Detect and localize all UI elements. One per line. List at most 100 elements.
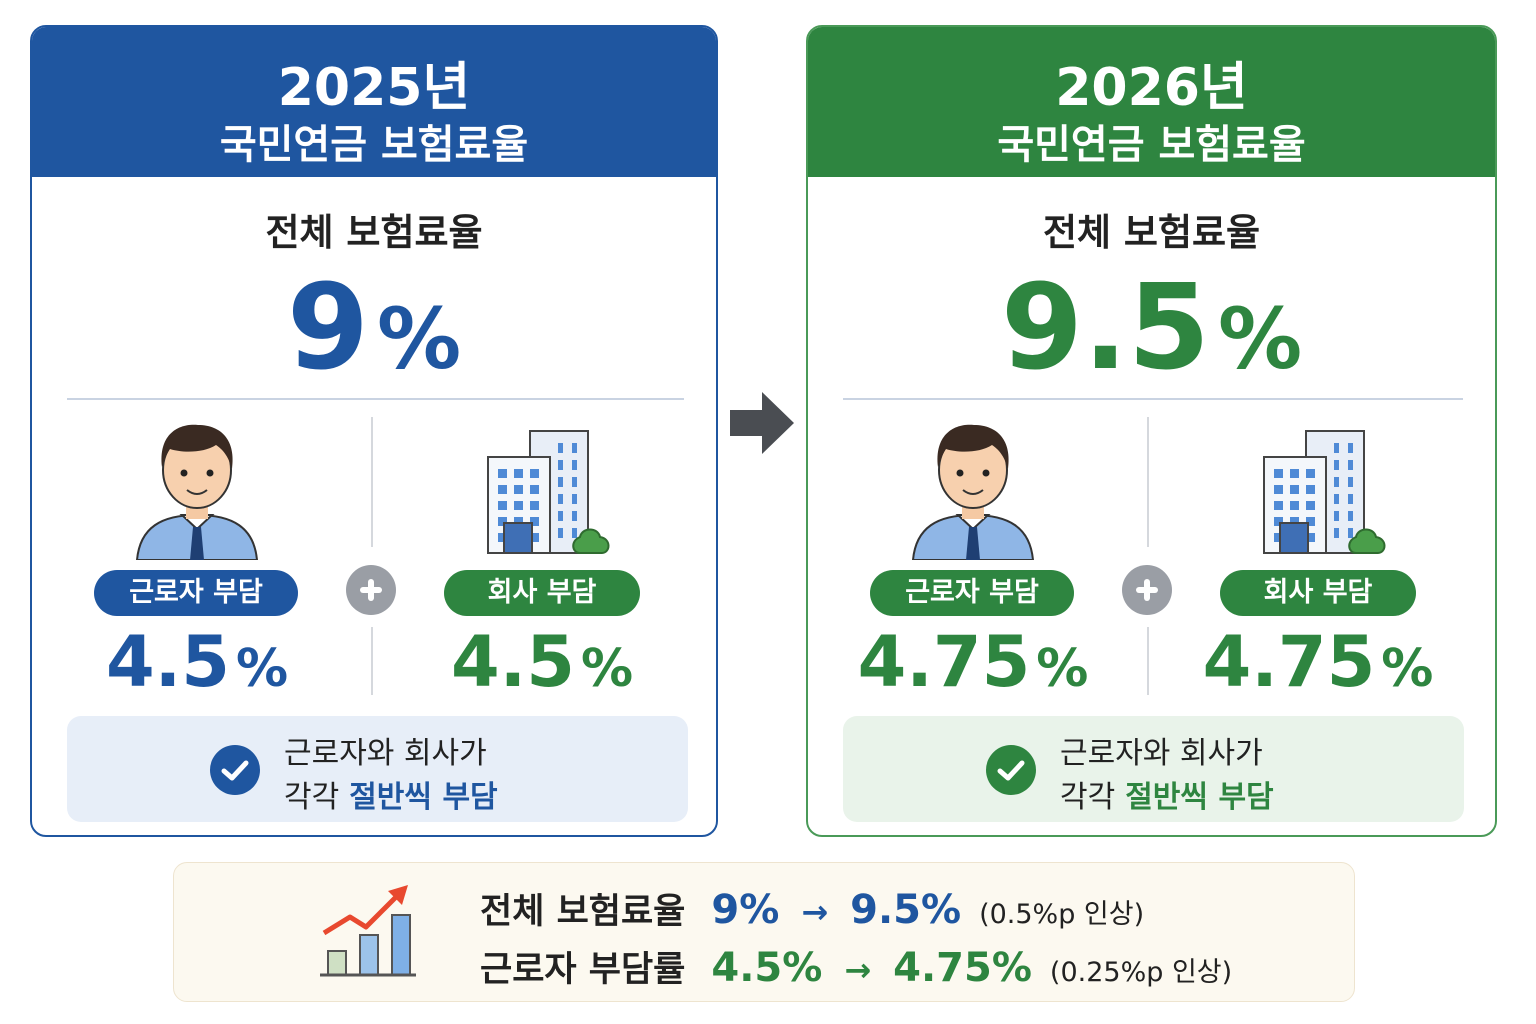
illustration-part xyxy=(966,527,980,560)
icon-bar xyxy=(391,914,411,976)
illustration-part xyxy=(180,469,188,477)
illustration-part xyxy=(186,489,208,495)
panel-title: 국민연금 보험료율 xyxy=(997,122,1306,168)
company-rate: 4.5% xyxy=(377,622,707,721)
worker-unit: % xyxy=(235,639,289,699)
company-illustration xyxy=(487,430,610,554)
illustration-part xyxy=(1290,485,1299,494)
illustration-part xyxy=(190,527,204,560)
illustration-part xyxy=(1348,477,1353,487)
panel-header: 2025년 국민연금 보험료율 xyxy=(32,27,716,177)
worker-illustration xyxy=(911,424,1035,560)
illustration-part xyxy=(558,494,563,504)
panel-title: 국민연금 보험료율 xyxy=(219,122,529,168)
note-line: 근로자와 회사가 xyxy=(284,736,487,771)
note-box: 근로자와 회사가 각각 절반씩 부담 xyxy=(67,716,688,822)
divider xyxy=(371,627,373,695)
illustration-part xyxy=(514,485,523,494)
illustration-part xyxy=(1306,469,1315,478)
illustration-part xyxy=(1348,460,1353,470)
check-mark xyxy=(997,760,1025,781)
illustration-part xyxy=(572,477,577,487)
illustration-part xyxy=(1274,469,1283,478)
illustration-part xyxy=(572,528,577,538)
illustration-part xyxy=(558,477,563,487)
illustration-part xyxy=(514,469,523,478)
illustration-part xyxy=(558,443,563,453)
divider xyxy=(1147,417,1149,547)
worker-label: 근로자 부담 xyxy=(94,570,298,616)
note-line: 근로자와 회사가 xyxy=(1060,736,1263,771)
summary-arrow: → xyxy=(844,951,872,989)
note-prefix: 각각 xyxy=(284,780,340,815)
note-box: 근로자와 회사가 각각 절반씩 부담 xyxy=(843,716,1464,822)
summary-arrow: → xyxy=(801,893,829,931)
summary-note: (0.5%p 인상) xyxy=(979,899,1145,930)
icon-trend xyxy=(322,893,400,936)
illustration-part xyxy=(1290,517,1299,526)
arrow-shape xyxy=(730,392,794,454)
illustration-part xyxy=(530,501,539,510)
divider xyxy=(67,398,684,400)
panel-header: 2026년 국민연금 보험료율 xyxy=(808,27,1495,177)
summary-to: 9.5% xyxy=(850,887,962,933)
plus-icon xyxy=(346,565,396,615)
year: 2026년 xyxy=(1055,58,1248,118)
icon-trend-head xyxy=(388,885,408,905)
check-mark xyxy=(221,760,249,781)
illustration-part xyxy=(1306,501,1315,510)
illustration-part xyxy=(1274,501,1283,510)
company-value: 4.5 xyxy=(450,621,575,703)
note-line: 각각 절반씩 부담 xyxy=(1060,772,1274,816)
illustration-part xyxy=(937,424,1009,469)
transition-arrow xyxy=(730,392,794,454)
illustration-part xyxy=(1334,528,1339,538)
check-icon xyxy=(986,745,1036,795)
rate-panel: 2025년 국민연금 보험료율 전체 보험료율 9% 근로자 부담 회사 부담 … xyxy=(30,25,718,837)
illustration-part xyxy=(498,517,507,526)
illustration-part xyxy=(1348,494,1353,504)
total-unit: % xyxy=(1217,290,1303,388)
worker-rate: 4.5% xyxy=(32,622,362,721)
note-prefix: 각각 xyxy=(1060,780,1116,815)
summary-row: 전체 보험료율 9% → 9.5% (0.5%p 인상) xyxy=(480,883,1144,934)
illustration-part xyxy=(982,469,990,477)
summary-from: 4.5% xyxy=(711,945,823,991)
worker-unit: % xyxy=(1036,639,1089,699)
illustration-part xyxy=(1279,522,1309,554)
check-icon xyxy=(210,745,260,795)
company-unit: % xyxy=(1381,639,1434,699)
illustration-part xyxy=(498,485,507,494)
illustration-part xyxy=(558,460,563,470)
illustration-part xyxy=(1306,517,1315,526)
illustration-part xyxy=(503,522,533,554)
summary-label: 전체 보험료율 xyxy=(480,892,686,932)
illustration-part xyxy=(1274,485,1283,494)
growth-icon xyxy=(320,885,416,977)
illustration-part xyxy=(530,517,539,526)
illustration-part xyxy=(558,511,563,521)
worker-rate: 4.75% xyxy=(808,622,1138,721)
illustration-part xyxy=(514,501,523,510)
total-value: 9 xyxy=(286,258,369,396)
company-illustration xyxy=(1263,430,1386,554)
illustration-part xyxy=(1348,511,1353,521)
divider xyxy=(371,417,373,547)
worker-value: 4.5 xyxy=(105,621,230,703)
company-value: 4.75 xyxy=(1202,621,1376,703)
company-rate: 4.75% xyxy=(1153,622,1483,721)
illustration-part xyxy=(530,485,539,494)
year: 2025년 xyxy=(277,58,471,118)
illustration-part xyxy=(530,469,539,478)
illustration-part xyxy=(558,528,563,538)
illustration-part xyxy=(1334,494,1339,504)
illustration-part xyxy=(1290,501,1299,510)
rate-panel: 2026년 국민연금 보험료율 전체 보험료율 9.5% 근로자 부담 회사 부… xyxy=(806,25,1497,837)
icon-bar xyxy=(359,934,379,976)
icon-bar xyxy=(327,950,347,976)
illustration-part xyxy=(1274,517,1283,526)
company-label: 회사 부담 xyxy=(1220,570,1416,616)
illustration-part xyxy=(997,760,1025,781)
